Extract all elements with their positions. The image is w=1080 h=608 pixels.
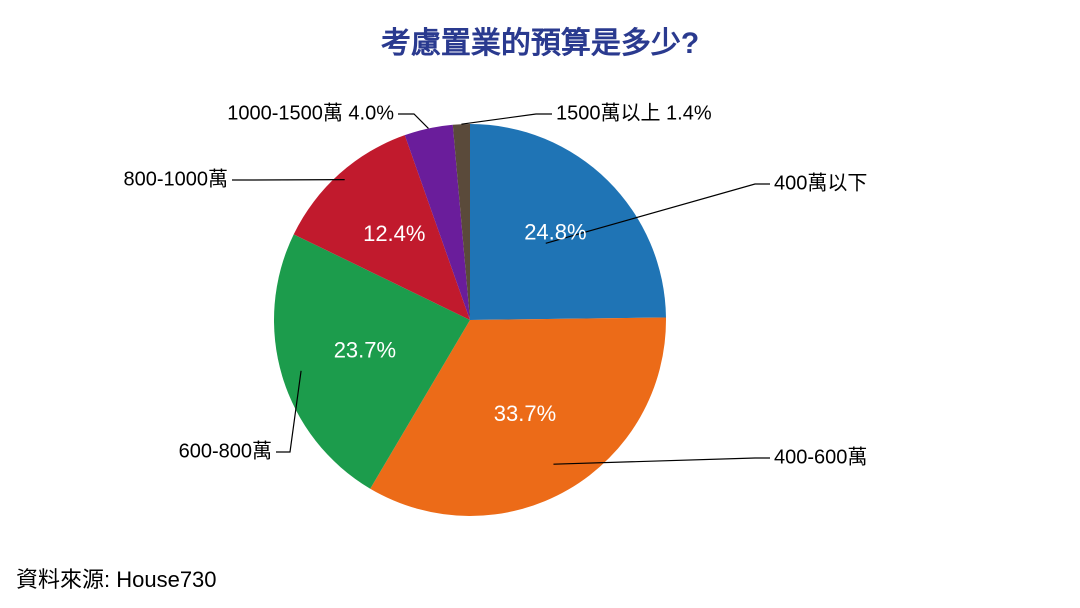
slice-pct-label: 33.7% (494, 401, 556, 426)
slice-outer-label: 400-600萬 (774, 445, 867, 468)
slice-pct-label: 12.4% (363, 221, 425, 246)
slice-outer-label: 400萬以下 (774, 171, 867, 194)
slice-pct-label: 23.7% (334, 337, 396, 362)
slice-outer-label: 800-1000萬 (123, 167, 228, 190)
pie-slices (274, 124, 666, 516)
slice-pct-label: 24.8% (524, 219, 586, 244)
pie-chart: 24.8% 33.7% 23.7% 12.4% 400萬以下 400-600萬 600-80… (0, 0, 1080, 608)
leader-line (461, 114, 552, 124)
leader-line (398, 114, 428, 128)
slice-outer-label: 600-800萬 (179, 439, 272, 462)
slice-outer-label: 1000-1500萬 4.0% (227, 101, 394, 124)
slice-outer-label: 1500萬以上 1.4% (556, 101, 712, 124)
